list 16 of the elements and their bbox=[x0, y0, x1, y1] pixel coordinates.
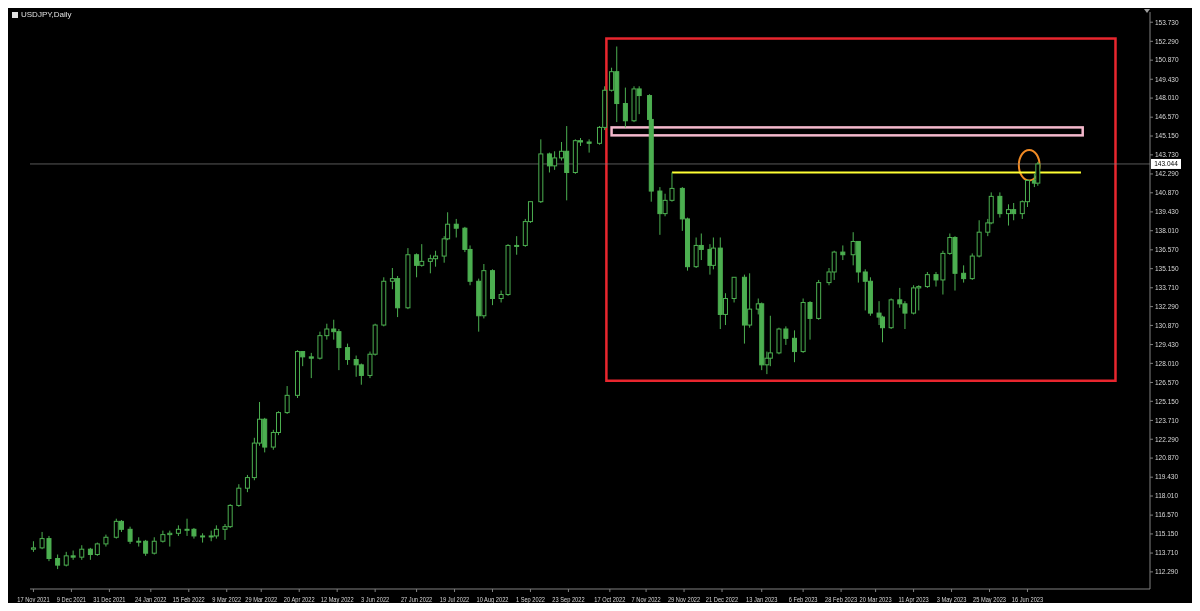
candlestick bbox=[514, 235, 520, 256]
candlestick bbox=[976, 219, 982, 258]
candlestick bbox=[586, 138, 592, 154]
candlestick bbox=[414, 252, 420, 278]
candlestick bbox=[453, 218, 459, 238]
candlestick bbox=[236, 483, 242, 508]
candlestick bbox=[284, 385, 290, 415]
chart-title: USDJPY,Daily bbox=[21, 10, 72, 19]
candlestick bbox=[997, 191, 1003, 219]
candlestick bbox=[969, 252, 975, 281]
candlestick bbox=[308, 352, 314, 379]
candlestick bbox=[731, 276, 737, 303]
candlestick bbox=[876, 300, 882, 326]
candlestick bbox=[792, 329, 797, 363]
candlestick bbox=[345, 343, 351, 366]
candlestick bbox=[622, 87, 628, 128]
